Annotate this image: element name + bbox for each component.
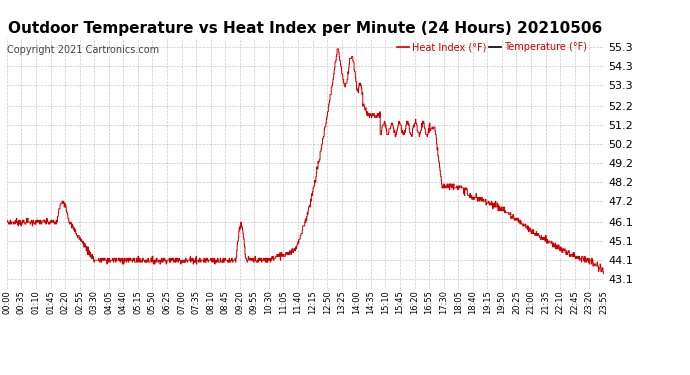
Legend: Heat Index (°F), Temperature (°F): Heat Index (°F), Temperature (°F)	[397, 42, 587, 52]
Title: Outdoor Temperature vs Heat Index per Minute (24 Hours) 20210506: Outdoor Temperature vs Heat Index per Mi…	[8, 21, 602, 36]
Text: Copyright 2021 Cartronics.com: Copyright 2021 Cartronics.com	[7, 45, 159, 55]
